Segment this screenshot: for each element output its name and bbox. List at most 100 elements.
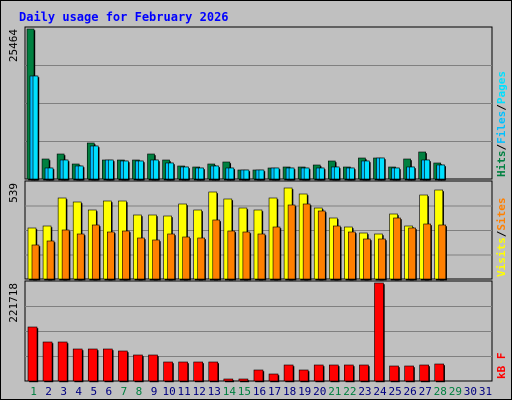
pages-bar xyxy=(318,167,325,180)
kbytes-bar xyxy=(193,361,204,382)
kbytes-bar xyxy=(57,341,68,382)
legend-item: kB xyxy=(495,365,508,379)
x-tick-label: 8 xyxy=(136,385,143,398)
x-tick-label: 7 xyxy=(121,385,128,398)
x-tick-label: 9 xyxy=(151,385,158,398)
legend-item: / xyxy=(495,104,508,111)
pages-bar xyxy=(77,165,84,180)
x-tick-label: 20 xyxy=(313,385,326,398)
x-tick-label: 24 xyxy=(373,385,387,398)
pages-bar xyxy=(32,75,39,180)
sites-bar xyxy=(363,238,371,280)
sites-bar xyxy=(122,230,130,280)
sites-bar xyxy=(212,219,221,280)
x-tick-label: 25 xyxy=(388,385,401,398)
kbytes-bar xyxy=(133,354,143,382)
sites-bar xyxy=(107,231,115,280)
x-tick-label: 15 xyxy=(238,385,251,398)
legend-item: Hits xyxy=(495,151,508,178)
chart-title: Daily usage for February 2026 xyxy=(19,10,229,24)
kbytes-bar xyxy=(298,369,309,382)
kbytes-bar xyxy=(178,361,188,382)
pages-bar xyxy=(288,167,295,180)
pages-bar xyxy=(47,167,54,180)
pages-bar xyxy=(349,167,355,180)
sites-bar xyxy=(91,224,100,280)
sites-bar xyxy=(46,240,55,280)
kbytes-bar xyxy=(87,348,98,382)
panel-hits_files_pages: 25464 Hits/Files/Pages xyxy=(7,26,508,181)
pages-bar xyxy=(153,159,159,180)
x-tick-label: 16 xyxy=(253,385,266,398)
x-tick-label: 11 xyxy=(178,385,191,398)
kbytes-bar xyxy=(268,373,279,382)
kbytes-bar xyxy=(118,350,128,382)
ymax-label: 221718 xyxy=(7,283,20,323)
legend-item: / xyxy=(495,230,508,237)
legend-item: Visits xyxy=(495,237,508,277)
sites-bar xyxy=(408,227,416,280)
sites-bar xyxy=(152,239,160,280)
ymax-label: 25464 xyxy=(7,29,20,62)
pages-bar xyxy=(198,167,205,180)
x-tick-label: 22 xyxy=(343,385,356,398)
sites-bar xyxy=(348,231,356,280)
sites-bar xyxy=(423,223,431,280)
panel-legend: kB F xyxy=(495,353,508,380)
pages-bar xyxy=(379,157,385,180)
kbytes-bar xyxy=(42,341,53,382)
sites-bar xyxy=(76,233,85,280)
kbytes-bar xyxy=(419,364,429,382)
panel-visits_sites: 539 Visits/Sites xyxy=(7,180,508,281)
kbytes-bar xyxy=(374,282,384,382)
pages-bar xyxy=(213,165,220,180)
pages-bar xyxy=(364,160,370,180)
x-tick-label: 13 xyxy=(208,385,221,398)
x-tick-label: 14 xyxy=(223,385,237,398)
sites-bar xyxy=(287,204,296,280)
sites-bar xyxy=(137,237,145,280)
x-tick-label: 2 xyxy=(45,385,52,398)
x-tick-label: 18 xyxy=(283,385,296,398)
pages-bar xyxy=(168,162,174,180)
sites-bar xyxy=(302,203,311,280)
pages-bar xyxy=(243,169,250,180)
x-tick-label: 6 xyxy=(106,385,113,398)
panel-kbytes: 221718 kB F xyxy=(7,280,508,383)
kbytes-bar xyxy=(283,364,294,382)
x-tick-label: 4 xyxy=(75,385,82,398)
kbytes-bar xyxy=(253,369,264,382)
x-tick-label: 30 xyxy=(464,385,477,398)
x-tick-label: 27 xyxy=(419,385,432,398)
sites-bar xyxy=(167,233,175,280)
sites-bar xyxy=(227,230,236,280)
kbytes-bar xyxy=(72,348,83,382)
pages-bar xyxy=(228,167,235,180)
sites-bar xyxy=(31,244,40,280)
x-tick-label: 31 xyxy=(479,385,492,398)
kbytes-bar xyxy=(103,348,113,382)
x-tick-label: 29 xyxy=(449,385,462,398)
x-tick-label: 10 xyxy=(162,385,175,398)
pages-bar xyxy=(439,164,446,180)
legend-item: Files xyxy=(495,111,508,144)
x-tick-label: 12 xyxy=(193,385,206,398)
legend-item: / xyxy=(495,144,508,151)
kbytes-bar xyxy=(313,364,324,382)
kbytes-bar xyxy=(359,364,369,382)
pages-bar xyxy=(62,159,69,180)
panel-legend: Hits/Files/Pages xyxy=(495,71,508,177)
kbytes-bar xyxy=(434,363,445,382)
sites-bar xyxy=(378,238,386,280)
panel-legend: Visits/Sites xyxy=(495,198,508,278)
x-tick-label: 17 xyxy=(268,385,281,398)
kbytes-bar xyxy=(404,365,414,382)
x-tick-label: 23 xyxy=(358,385,371,398)
ymax-label: 539 xyxy=(7,183,20,203)
kbytes-bar xyxy=(389,365,399,382)
x-tick-label: 3 xyxy=(60,385,67,398)
sites-bar xyxy=(272,226,281,280)
kbytes-bar xyxy=(328,364,339,382)
